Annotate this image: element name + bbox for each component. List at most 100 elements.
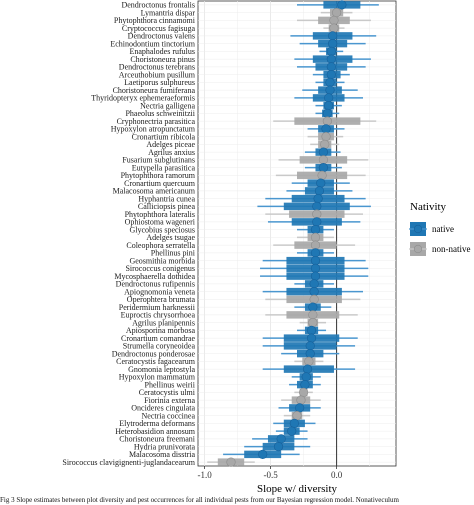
point-estimate xyxy=(310,248,321,258)
species-label: Adelges tsugae xyxy=(146,233,195,242)
point-estimate xyxy=(308,318,318,328)
species-label: Hypoxylon atropunctatum xyxy=(111,125,196,134)
species-label: Dendroctonus terebrans xyxy=(119,63,195,72)
species-label: Arceuthobium pusillum xyxy=(119,70,196,79)
species-label: Euproctis chrysorrhoea xyxy=(121,311,196,320)
plot-panel-background xyxy=(197,0,397,467)
point-estimate xyxy=(321,124,331,134)
species-label: Phytophthora cinnamomi xyxy=(114,16,196,25)
species-label: Nectria galligena xyxy=(140,101,195,110)
point-estimate xyxy=(306,333,317,343)
species-label: Elytroderma deformans xyxy=(119,419,195,428)
species-label: Choristoneura fumiferana xyxy=(113,86,196,95)
species-label: Agrilus planipennis xyxy=(132,318,195,327)
species-label: Dendroctonus rufipennis xyxy=(116,280,195,289)
species-label: Peridermium harknessii xyxy=(119,303,196,312)
point-estimate xyxy=(320,139,330,149)
point-estimate xyxy=(325,77,335,87)
point-estimate xyxy=(322,108,332,118)
species-label: Apiognomonia veneta xyxy=(124,287,195,296)
species-label: Phytophthora lateralis xyxy=(125,210,195,219)
point-estimate xyxy=(329,15,339,25)
point-estimate xyxy=(309,279,319,289)
species-label: Echinodontium tinctorium xyxy=(110,39,195,48)
point-estimate xyxy=(310,271,321,281)
point-estimate xyxy=(292,411,302,421)
species-label: Phaeolus schweinitzii xyxy=(125,109,195,118)
point-estimate xyxy=(305,349,315,359)
species-label: Phellinus pini xyxy=(151,249,196,258)
species-label: Choristoneura pinus xyxy=(130,55,195,64)
species-label: Oncideres cingulata xyxy=(131,404,195,413)
species-label: Sirococcus conigenus xyxy=(125,264,195,273)
point-estimate xyxy=(324,93,334,103)
point-estimate xyxy=(326,46,336,56)
point-estimate xyxy=(310,225,321,235)
x-tick-label: -1.0 xyxy=(197,470,212,480)
species-label: Malacosoma americanum xyxy=(113,187,196,196)
point-estimate xyxy=(310,240,321,250)
point-estimate xyxy=(322,116,332,126)
species-label: Fusarium subglutinans xyxy=(122,156,195,165)
legend-label-non-native: non-native xyxy=(432,244,471,254)
species-label: Phellinus weirii xyxy=(145,380,196,389)
species-label: Sirococcus clavigignenti-juglandacearum xyxy=(62,458,195,467)
species-label: Cronartium comandrae xyxy=(121,334,195,343)
point-estimate xyxy=(309,294,319,304)
species-label: Nectria coccinea xyxy=(141,411,195,420)
point-estimate xyxy=(328,31,338,41)
species-label: Mycosphaerella dothidea xyxy=(114,272,195,281)
point-estimate xyxy=(317,170,327,180)
species-label: Dendroctonus ponderosae xyxy=(112,349,196,358)
x-tick-label: 0.0 xyxy=(331,470,343,480)
point-estimate xyxy=(326,54,336,64)
legend-key-point xyxy=(413,244,423,254)
species-label: Dendroctonus frontalis xyxy=(121,1,195,10)
point-estimate xyxy=(258,449,268,459)
legend-label-native: native xyxy=(432,224,454,234)
point-estimate xyxy=(310,256,321,266)
point-estimate xyxy=(301,372,311,382)
point-estimate xyxy=(314,186,325,196)
point-estimate xyxy=(312,201,322,211)
point-estimate xyxy=(299,387,309,397)
point-estimate xyxy=(326,62,336,72)
species-label: Agrilus anxius xyxy=(148,148,195,157)
species-label: Coleophora serratella xyxy=(126,241,195,250)
species-label: Hyphantria cunea xyxy=(138,194,195,203)
x-axis: -1.0 -0.5 0.0 Slope w/ diversity xyxy=(197,466,343,495)
point-estimate xyxy=(318,163,329,173)
species-label: Enaphalodes rufulus xyxy=(129,47,195,56)
point-estimate xyxy=(324,101,334,111)
point-estimate xyxy=(318,155,329,165)
point-estimate xyxy=(305,341,315,351)
species-label: Malacosoma disstria xyxy=(129,450,195,459)
species-label: Hypoxylon mammatum xyxy=(119,373,196,382)
species-label: Phytophthora ramorum xyxy=(121,171,196,180)
point-estimate xyxy=(318,147,329,157)
point-estimate xyxy=(329,23,339,33)
point-estimate xyxy=(321,132,331,142)
point-estimate xyxy=(226,457,236,467)
species-label: Thyridopteryx ephemeraeformis xyxy=(91,94,195,103)
species-label: Geosmithia morbida xyxy=(129,256,195,265)
species-label: Adelges piceae xyxy=(146,140,195,149)
point-estimate xyxy=(289,418,299,428)
point-estimate xyxy=(309,287,319,297)
point-estimate xyxy=(295,403,305,413)
point-estimate xyxy=(296,395,306,405)
point-estimate xyxy=(312,209,322,219)
point-estimate xyxy=(316,178,326,188)
species-label: Cronartium ribicola xyxy=(132,132,196,141)
point-estimate xyxy=(308,302,318,312)
species-label: Eutypella parasitica xyxy=(132,163,196,172)
species-label: Strumella coryneoidea xyxy=(123,342,196,351)
species-label: Hydria prunivorata xyxy=(134,442,196,451)
x-axis-title: Slope w/ diversity xyxy=(257,483,338,495)
species-label: Cryptococcus fagisuga xyxy=(122,24,196,33)
point-estimate xyxy=(310,232,321,242)
species-label: Heterobasidion annosum xyxy=(115,427,196,436)
